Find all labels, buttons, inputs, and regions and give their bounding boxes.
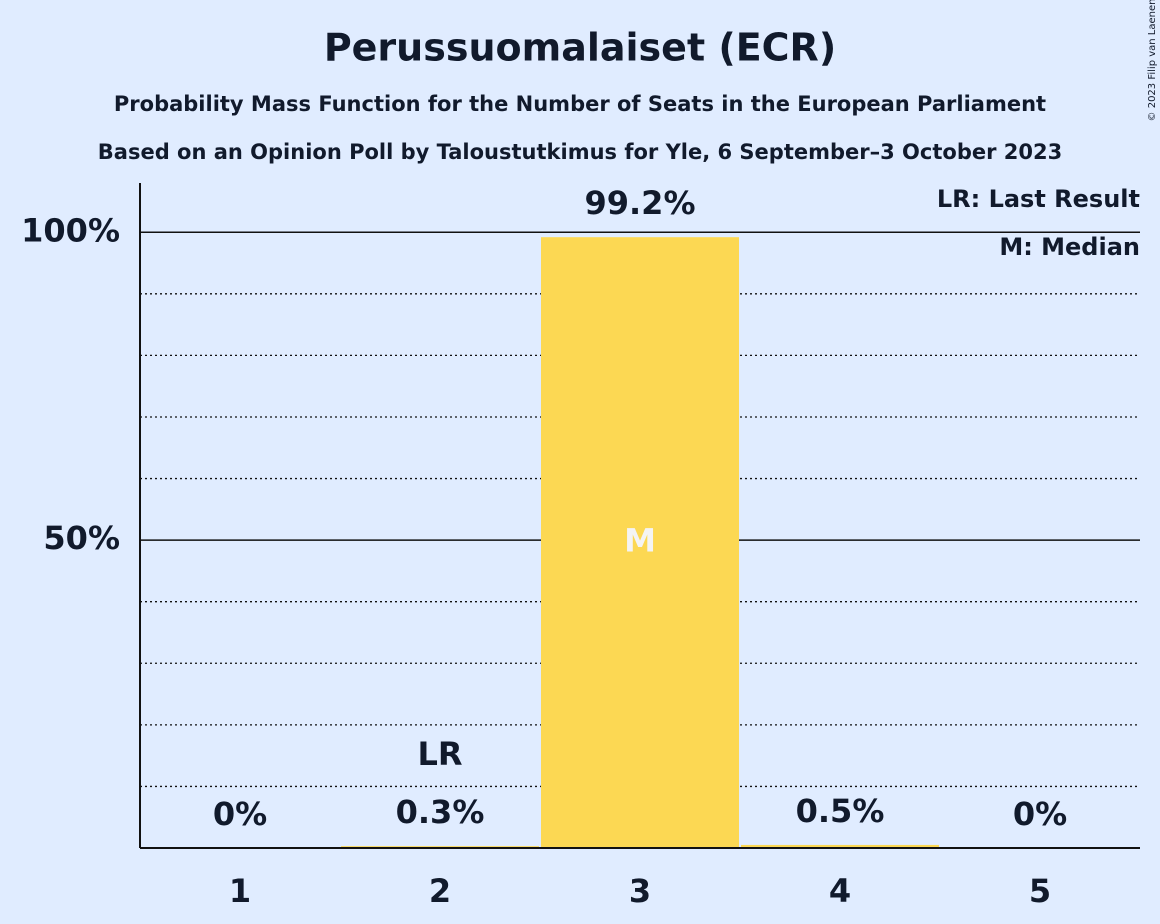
x-tick-label: 4	[829, 872, 851, 910]
y-tick-label: 100%	[21, 211, 120, 249]
value-label: 0%	[1013, 795, 1067, 833]
annotation: M	[624, 522, 656, 560]
value-label: 0%	[213, 795, 267, 833]
value-label: 0.3%	[396, 793, 485, 831]
chart-subtitle: Probability Mass Function for the Number…	[114, 92, 1046, 116]
x-tick-label: 1	[229, 872, 251, 910]
x-tick-label: 5	[1029, 872, 1051, 910]
annotation: LR	[417, 735, 462, 773]
chart-title: Perussuomalaiset (ECR)	[324, 26, 836, 70]
value-label: 99.2%	[584, 184, 695, 222]
copyright: © 2023 Filip van Laenen	[1147, 0, 1158, 121]
legend-entry: LR: Last Result	[937, 185, 1140, 213]
x-tick-label: 2	[429, 872, 451, 910]
legend-entry: M: Median	[999, 233, 1140, 261]
value-label: 0.5%	[796, 792, 885, 830]
y-tick-label: 50%	[43, 519, 120, 557]
chart-subtitle: Based on an Opinion Poll by Taloustutkim…	[98, 140, 1062, 164]
x-tick-label: 3	[629, 872, 651, 910]
